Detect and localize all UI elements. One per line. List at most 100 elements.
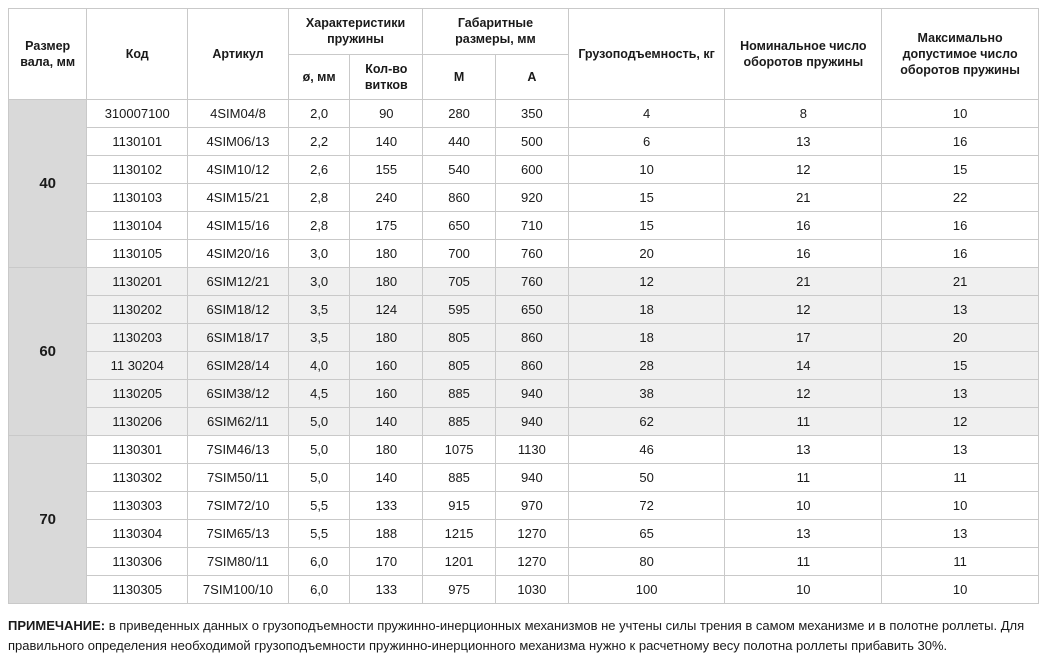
cell-article: 4SIM15/16 [188, 212, 289, 240]
cell-diameter: 5,5 [288, 492, 350, 520]
table-row: 11303067SIM80/116,017012011270801111 [9, 548, 1039, 576]
cell-nominal: 11 [725, 548, 882, 576]
cell-dim-m: 705 [423, 268, 496, 296]
cell-coils: 175 [350, 212, 423, 240]
cell-dim-a: 350 [495, 100, 568, 128]
cell-code: 1130206 [87, 408, 188, 436]
cell-dim-m: 1201 [423, 548, 496, 576]
cell-load: 18 [568, 296, 725, 324]
cell-max: 20 [882, 324, 1039, 352]
cell-load: 15 [568, 212, 725, 240]
cell-code: 1130205 [87, 380, 188, 408]
table-row: 11303037SIM72/105,5133915970721010 [9, 492, 1039, 520]
cell-coils: 124 [350, 296, 423, 324]
cell-diameter: 2,2 [288, 128, 350, 156]
cell-coils: 140 [350, 128, 423, 156]
table-row: 11303047SIM65/135,518812151270651313 [9, 520, 1039, 548]
cell-code: 1130101 [87, 128, 188, 156]
header-coils: Кол-во витков [350, 54, 423, 100]
table-row: 11301044SIM15/162,8175650710151616 [9, 212, 1039, 240]
cell-nominal: 16 [725, 240, 882, 268]
cell-coils: 160 [350, 352, 423, 380]
cell-code: 1130203 [87, 324, 188, 352]
cell-max: 12 [882, 408, 1039, 436]
cell-dim-m: 805 [423, 324, 496, 352]
cell-article: 6SIM28/14 [188, 352, 289, 380]
cell-code: 1130103 [87, 184, 188, 212]
cell-coils: 90 [350, 100, 423, 128]
cell-article: 7SIM100/10 [188, 576, 289, 604]
cell-coils: 240 [350, 184, 423, 212]
cell-coils: 140 [350, 408, 423, 436]
cell-diameter: 3,0 [288, 240, 350, 268]
cell-nominal: 13 [725, 128, 882, 156]
table-row: 11303027SIM50/115,0140885940501111 [9, 464, 1039, 492]
cell-code: 1130102 [87, 156, 188, 184]
cell-load: 18 [568, 324, 725, 352]
cell-dim-a: 1270 [495, 548, 568, 576]
cell-coils: 170 [350, 548, 423, 576]
cell-coils: 133 [350, 492, 423, 520]
cell-max: 16 [882, 212, 1039, 240]
cell-diameter: 4,5 [288, 380, 350, 408]
cell-nominal: 16 [725, 212, 882, 240]
cell-code: 1130105 [87, 240, 188, 268]
cell-article: 4SIM04/8 [188, 100, 289, 128]
cell-coils: 188 [350, 520, 423, 548]
cell-max: 11 [882, 548, 1039, 576]
cell-dim-a: 860 [495, 324, 568, 352]
header-shaft: Размер вала, мм [9, 9, 87, 100]
header-article: Артикул [188, 9, 289, 100]
footnote-text: в приведенных данных о грузоподъемности … [8, 618, 1024, 653]
cell-diameter: 2,0 [288, 100, 350, 128]
cell-dim-m: 915 [423, 492, 496, 520]
table-row: 403100071004SIM04/82,0902803504810 [9, 100, 1039, 128]
cell-max: 10 [882, 576, 1039, 604]
cell-dim-a: 760 [495, 240, 568, 268]
spring-spec-table: Размер вала, мм Код Артикул Характеристи… [8, 8, 1039, 604]
cell-dim-m: 650 [423, 212, 496, 240]
cell-dim-m: 700 [423, 240, 496, 268]
cell-article: 7SIM50/11 [188, 464, 289, 492]
cell-dim-a: 760 [495, 268, 568, 296]
cell-diameter: 3,5 [288, 324, 350, 352]
cell-dim-a: 1130 [495, 436, 568, 464]
cell-dim-m: 885 [423, 380, 496, 408]
cell-diameter: 4,0 [288, 352, 350, 380]
cell-max: 13 [882, 296, 1039, 324]
table-row: 11303057SIM100/106,013397510301001010 [9, 576, 1039, 604]
cell-max: 15 [882, 352, 1039, 380]
cell-coils: 155 [350, 156, 423, 184]
cell-load: 6 [568, 128, 725, 156]
cell-diameter: 6,0 [288, 548, 350, 576]
cell-dim-m: 540 [423, 156, 496, 184]
cell-load: 100 [568, 576, 725, 604]
cell-max: 13 [882, 520, 1039, 548]
cell-coils: 180 [350, 324, 423, 352]
cell-max: 16 [882, 240, 1039, 268]
header-dims-group: Габаритные размеры, мм [423, 9, 569, 55]
cell-dim-a: 650 [495, 296, 568, 324]
cell-code: 11 30204 [87, 352, 188, 380]
cell-article: 7SIM46/13 [188, 436, 289, 464]
cell-nominal: 21 [725, 184, 882, 212]
cell-dim-m: 975 [423, 576, 496, 604]
cell-load: 46 [568, 436, 725, 464]
cell-code: 1130304 [87, 520, 188, 548]
header-load: Грузоподъемность, кг [568, 9, 725, 100]
cell-code: 1130302 [87, 464, 188, 492]
cell-coils: 160 [350, 380, 423, 408]
cell-dim-m: 860 [423, 184, 496, 212]
cell-nominal: 13 [725, 436, 882, 464]
cell-coils: 180 [350, 436, 423, 464]
cell-diameter: 2,8 [288, 212, 350, 240]
cell-diameter: 2,8 [288, 184, 350, 212]
cell-coils: 140 [350, 464, 423, 492]
cell-dim-a: 940 [495, 464, 568, 492]
cell-max: 10 [882, 492, 1039, 520]
cell-diameter: 5,0 [288, 436, 350, 464]
table-row: 11301054SIM20/163,0180700760201616 [9, 240, 1039, 268]
cell-code: 1130301 [87, 436, 188, 464]
cell-load: 62 [568, 408, 725, 436]
cell-article: 6SIM62/11 [188, 408, 289, 436]
